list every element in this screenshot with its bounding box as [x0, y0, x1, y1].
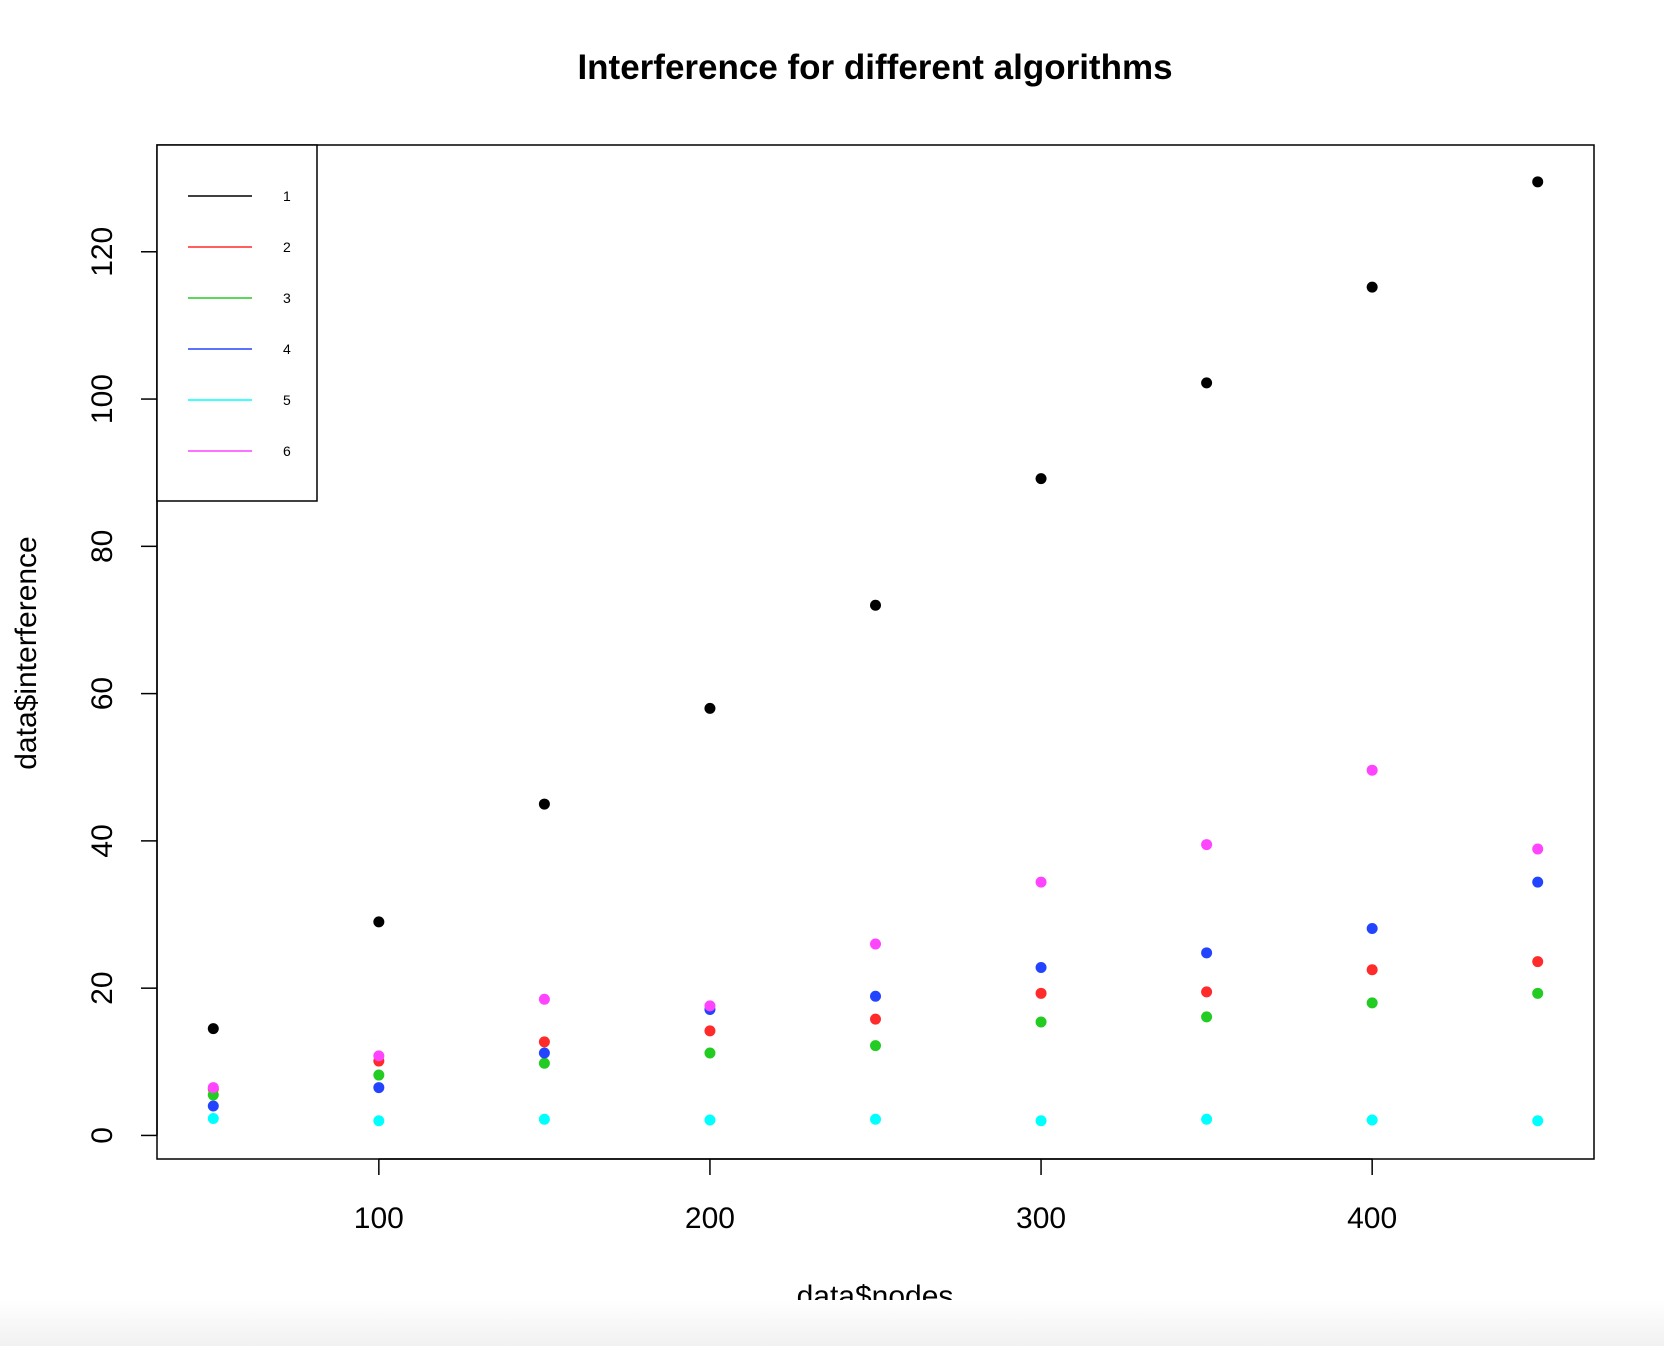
y-tick-label: 0	[86, 1127, 119, 1144]
data-point	[373, 1115, 385, 1127]
x-tick-label: 100	[354, 1202, 404, 1235]
data-point	[704, 1025, 716, 1037]
legend-item: 1	[188, 188, 291, 204]
legend-label: 1	[283, 188, 291, 204]
data-point	[704, 1000, 716, 1012]
legend-item: 5	[188, 392, 291, 408]
data-point	[207, 1023, 219, 1035]
window-bottom-edge	[0, 1300, 1664, 1346]
data-point	[373, 1069, 385, 1081]
data-point	[1532, 987, 1544, 999]
x-tick-label: 400	[1347, 1202, 1397, 1235]
data-point	[538, 1113, 550, 1125]
y-axis-label: data$interference	[10, 536, 43, 770]
legend-items: 1 2 3 4 5 6	[188, 188, 291, 459]
legend-item: 3	[188, 290, 291, 306]
data-point	[538, 993, 550, 1005]
series-4	[207, 876, 1544, 1112]
legend-label: 5	[283, 392, 291, 408]
x-tick-label: 300	[1016, 1202, 1066, 1235]
y-tick-label: 40	[86, 824, 119, 857]
y-tick-label: 100	[86, 374, 119, 424]
data-point	[538, 1036, 550, 1048]
series-1	[207, 176, 1544, 1035]
data-point	[704, 1047, 716, 1059]
data-point	[1366, 964, 1378, 976]
data-point	[704, 1114, 716, 1126]
data-point	[870, 1040, 881, 1052]
legend-item: 4	[188, 341, 291, 357]
y-tick-label: 120	[86, 227, 119, 277]
chart-title: Interference for different algorithms	[577, 48, 1172, 87]
data-point	[1201, 1113, 1213, 1125]
y-tick-label: 20	[86, 971, 119, 1004]
legend-item: 2	[188, 239, 291, 255]
y-axis: 0 20 40 60 80 100 120	[86, 227, 158, 1144]
data-point	[207, 1112, 219, 1124]
x-tick-label: 200	[685, 1202, 735, 1235]
legend-label: 2	[283, 239, 291, 255]
data-point	[1035, 962, 1047, 974]
legend-label: 4	[283, 341, 291, 357]
data-point	[1366, 923, 1378, 935]
data-point	[1532, 956, 1544, 968]
legend-label: 6	[283, 443, 291, 459]
series-5	[207, 1112, 1544, 1127]
data-point	[1366, 281, 1378, 293]
data-point	[1201, 839, 1213, 851]
data-point	[1366, 997, 1378, 1009]
legend-item: 6	[188, 443, 291, 459]
x-axis: 100 200 300 400	[354, 1158, 1397, 1235]
data-point	[373, 916, 385, 928]
data-point	[538, 798, 550, 810]
data-point	[704, 702, 716, 714]
data-point	[1366, 1114, 1378, 1126]
data-point	[538, 1057, 550, 1069]
data-point	[1035, 876, 1047, 888]
data-point	[1532, 1115, 1544, 1127]
data-point	[870, 1013, 881, 1025]
data-point	[870, 938, 881, 950]
data-point	[1035, 1115, 1047, 1127]
data-point	[1035, 1016, 1047, 1028]
data-point	[207, 1082, 219, 1094]
data-point	[1532, 876, 1544, 888]
data-point	[870, 599, 881, 611]
plot-area-frame	[156, 144, 1595, 1160]
data-point	[373, 1082, 385, 1094]
data-point	[1532, 843, 1544, 855]
data-point	[870, 990, 881, 1002]
series-6	[207, 764, 1544, 1094]
data-point	[1035, 473, 1047, 485]
legend-box	[156, 144, 318, 502]
series-2	[207, 956, 1544, 1095]
y-tick-label: 60	[86, 677, 119, 710]
data-point	[1532, 176, 1544, 188]
data-point	[1366, 764, 1378, 776]
data-point	[1201, 986, 1213, 998]
data-point	[1201, 947, 1213, 959]
data-point	[870, 1113, 881, 1125]
legend-label: 3	[283, 290, 291, 306]
y-tick-label: 80	[86, 530, 119, 563]
data-point	[1035, 987, 1047, 999]
series-3	[207, 987, 1544, 1101]
data-point	[373, 1050, 385, 1062]
data-point	[1201, 1011, 1213, 1023]
data-points	[207, 176, 1544, 1127]
legend: 1 2 3 4 5 6	[156, 144, 318, 502]
data-point	[207, 1100, 219, 1112]
data-point	[1201, 377, 1213, 389]
data-point	[538, 1047, 550, 1059]
